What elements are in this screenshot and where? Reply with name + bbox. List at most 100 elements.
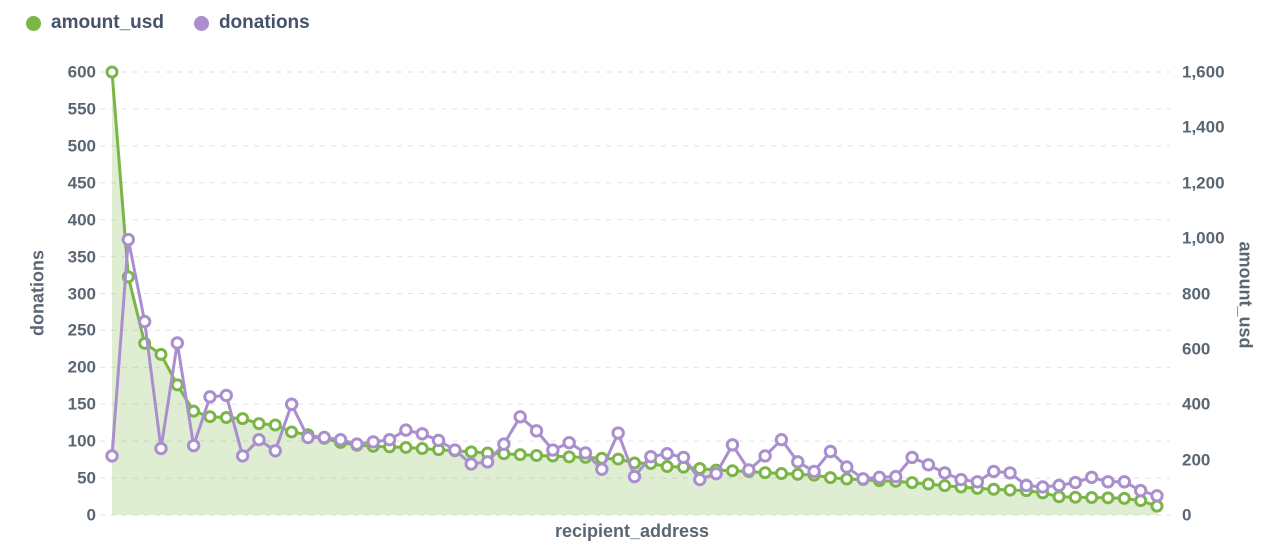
donations-point: [186, 438, 201, 453]
donations-point: [823, 444, 838, 459]
donations-point: [203, 390, 217, 404]
amount-usd-point: [513, 448, 527, 462]
right-axis-tick-label: 1,400: [1182, 117, 1225, 137]
amount-usd-point: [1085, 491, 1099, 505]
donations-point: [774, 432, 789, 447]
left-axis-tick-label: 200: [67, 357, 96, 377]
legend-label-donations: donations: [218, 12, 310, 33]
donations-point: [219, 388, 233, 403]
donations-point: [595, 462, 609, 476]
donations-point: [529, 424, 544, 438]
donations-point: [497, 437, 511, 451]
amount-usd-point: [285, 425, 299, 439]
donations-point: [480, 455, 495, 469]
donations-point: [1036, 480, 1050, 494]
donations-point: [660, 447, 674, 461]
donations-point: [709, 466, 723, 481]
donations-point: [627, 469, 642, 484]
donations-point: [1150, 489, 1164, 503]
donations-point: [333, 432, 348, 447]
donations-point: [105, 449, 119, 463]
amount-usd-point: [774, 466, 788, 480]
donations-point: [758, 449, 772, 463]
donations-point: [742, 463, 756, 477]
left-axis-tick-label: 400: [67, 210, 96, 230]
donations-point: [252, 432, 266, 447]
donations-point: [121, 232, 136, 247]
amount-usd-point: [1003, 483, 1017, 497]
amount-usd-point: [530, 448, 544, 462]
amount-usd-point: [154, 347, 168, 361]
donations-point: [284, 397, 299, 411]
donations-point: [1133, 483, 1148, 498]
amount-usd-point: [823, 471, 837, 485]
left-axis-tick-label: 100: [67, 431, 96, 451]
left-axis-tick-label: 550: [67, 99, 96, 119]
donations-point: [317, 430, 331, 445]
right-axis-tick-label: 1,000: [1182, 228, 1225, 248]
donations-point: [464, 457, 478, 471]
left-axis-tick-label: 500: [67, 136, 96, 156]
donations-point: [301, 430, 315, 445]
amount-usd-point: [252, 417, 266, 431]
donations-point: [987, 464, 1001, 479]
donations-point: [1084, 470, 1099, 485]
donations-point: [905, 450, 919, 465]
donations-point: [1068, 475, 1083, 490]
donations-point: [366, 435, 380, 449]
donations-point: [154, 441, 168, 456]
amount-usd-point: [268, 418, 282, 432]
amount-usd-point: [464, 445, 478, 459]
amount-usd-point: [693, 461, 707, 475]
x-axis-title: recipient_address: [554, 521, 710, 541]
donations-point: [1101, 475, 1115, 489]
amount-usd-point: [236, 412, 250, 426]
left-axis-tick-label: 350: [67, 247, 96, 267]
donations-point: [676, 450, 691, 465]
donations-point: [350, 437, 364, 451]
legend-dot-amount-usd-icon: [26, 15, 41, 31]
right-axis-tick-label: 1,200: [1182, 173, 1225, 193]
left-axis-tick-label: 250: [67, 320, 96, 340]
amount-usd-point: [1052, 490, 1066, 504]
donations-point: [791, 455, 805, 469]
left-axis-tick-label: 450: [67, 173, 96, 193]
amount-usd-point: [170, 378, 184, 392]
donations-point: [1052, 478, 1066, 493]
donations-point: [938, 466, 952, 480]
right-axis-tick-label: 200: [1182, 450, 1211, 470]
donations-point: [693, 472, 707, 487]
amount-usd-point: [1068, 490, 1082, 504]
donations-point: [644, 449, 658, 464]
amount-usd-point: [105, 65, 119, 79]
amount-usd-point: [1101, 491, 1115, 505]
left-axis-tick-label: 150: [67, 394, 96, 414]
amount-usd-point: [611, 452, 625, 466]
right-axis-title: amount_usd: [1235, 241, 1256, 349]
left-axis-tick-label: 600: [67, 62, 96, 82]
amount-usd-point: [725, 464, 739, 478]
donations-point: [546, 443, 560, 457]
amount-usd-point: [660, 460, 674, 474]
amount-usd-point: [415, 442, 429, 456]
donations-point: [921, 458, 936, 472]
donations-point: [431, 433, 446, 448]
donations-point: [137, 314, 152, 329]
amount-usd-point: [203, 410, 217, 424]
donations-point: [415, 427, 429, 441]
donations-point: [170, 336, 185, 350]
donations-point: [840, 460, 854, 474]
legend-dot-donations-icon: [193, 15, 209, 31]
legend-label-amount-usd: amount_usd: [51, 12, 164, 33]
legend-item-donations[interactable]: donations: [193, 12, 310, 34]
donations-point: [513, 410, 527, 424]
donations-point: [954, 472, 968, 487]
legend-item-amount-usd[interactable]: amount_usd: [26, 12, 164, 34]
right-axis-tick-label: 800: [1182, 284, 1211, 303]
donations-point: [970, 475, 985, 489]
donations-point: [562, 435, 576, 450]
left-axis-tick-label: 50: [77, 468, 96, 488]
amount-usd-point: [758, 466, 772, 480]
